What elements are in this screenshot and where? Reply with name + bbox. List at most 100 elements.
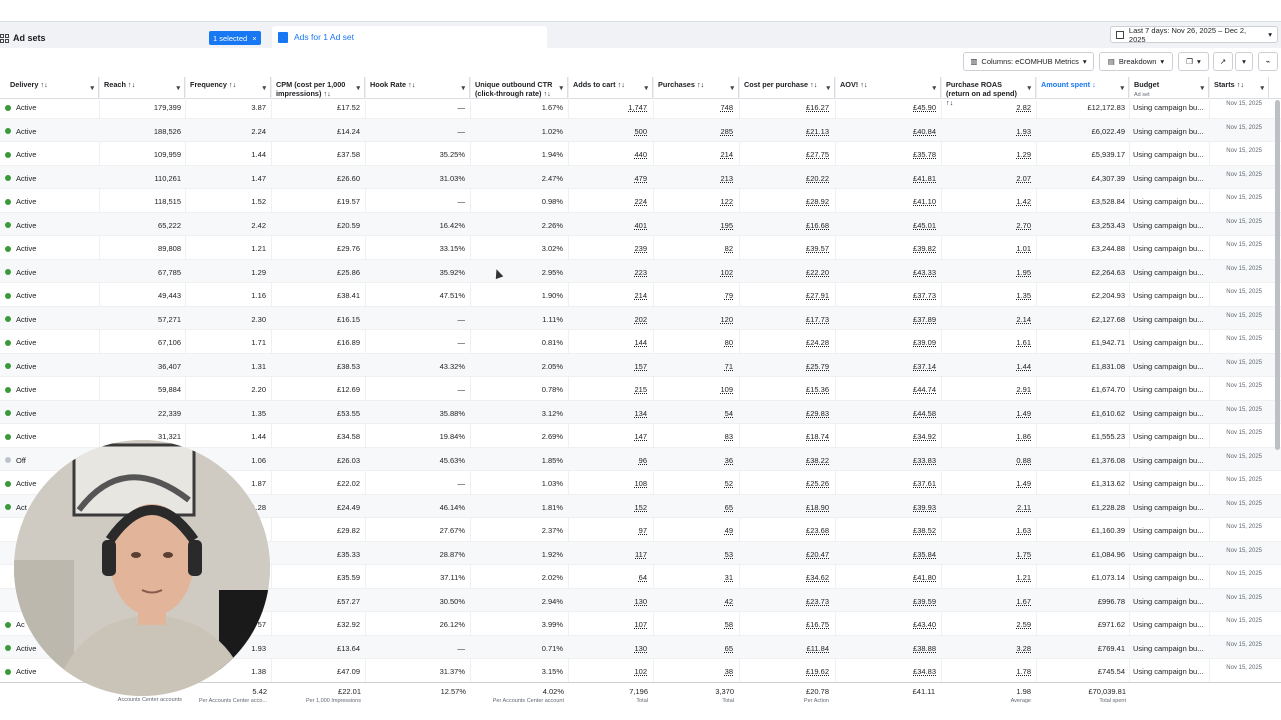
cell-aov[interactable]: £38.52 (913, 526, 936, 535)
table-row[interactable]: Active 118,515 1.52 £19.57 — 0.98% 224 122 £28.9… (0, 189, 1281, 213)
cell-cpp[interactable]: £11.84 (806, 643, 829, 653)
more-button[interactable]: ▾ (1235, 52, 1253, 71)
col-reach[interactable]: Reach ↑↓ ▾ (99, 77, 185, 99)
breakdown-button[interactable]: ▤ Breakdown ▾ (1099, 52, 1173, 71)
cell-aov[interactable]: £44.74 (913, 385, 936, 394)
cell-roas[interactable]: 1.49 (1016, 479, 1031, 488)
cell-atc[interactable]: 224 (634, 197, 647, 206)
cell-roas[interactable]: 2.70 (1016, 220, 1031, 230)
columns-button[interactable]: ▥ Columns: eCOMHUB Metrics ▾ (963, 52, 1094, 71)
table-row[interactable]: £57.27 30.50% 2.94% 130 42 £23.73 £39.59 1.67 £9… (0, 588, 1281, 612)
cell-roas[interactable]: 2.91 (1016, 385, 1031, 394)
col-budget[interactable]: Budget Ad set ▾ (1129, 77, 1209, 99)
cell-atc[interactable]: 117 (635, 549, 647, 559)
table-row[interactable]: Active 179,399 3.87 £17.52 — 1.67% 1,747 748 £16… (0, 95, 1281, 119)
cell-purchases[interactable]: 195 (720, 220, 733, 230)
cell-atc[interactable]: 214 (634, 291, 647, 300)
table-row[interactable]: Active 110,261 1.47 £26.60 31.03% 2.47% 479 213… (0, 165, 1281, 189)
cell-aov[interactable]: £45.90 (913, 103, 936, 112)
cell-atc[interactable]: 130 (634, 596, 647, 606)
cell-atc[interactable]: 134 (634, 408, 647, 418)
cell-purchases[interactable]: 49 (724, 526, 733, 535)
ads-tab[interactable]: Ads for 1 Ad set (272, 26, 547, 48)
cell-cpp[interactable]: £29.83 (806, 408, 829, 418)
col-roas[interactable]: Purchase ROAS (return on ad spend) ↑↓ ▾ (941, 77, 1036, 107)
cell-atc[interactable]: 215 (634, 385, 647, 394)
cell-purchases[interactable]: 83 (724, 432, 733, 441)
cell-aov[interactable]: £39.82 (913, 244, 936, 253)
cell-atc[interactable]: 223 (634, 267, 647, 277)
cell-roas[interactable]: 1.29 (1016, 150, 1031, 159)
col-starts[interactable]: Starts ↑↓ ▾ (1209, 77, 1269, 99)
cell-purchases[interactable]: 52 (724, 479, 733, 488)
table-row[interactable]: Active 188,526 2.24 £14.24 — 1.02% 500 285 £21.1… (0, 118, 1281, 142)
col-amount-spent[interactable]: Amount spent ↓ ▾ (1036, 77, 1129, 99)
cell-roas[interactable]: 1.35 (1016, 291, 1031, 300)
cell-atc[interactable]: 107 (634, 620, 647, 629)
cell-roas[interactable]: 1.49 (1016, 408, 1031, 418)
cell-cpp[interactable]: £19.62 (806, 667, 829, 676)
cell-aov[interactable]: £37.73 (913, 291, 936, 300)
cell-roas[interactable]: 2.14 (1016, 314, 1031, 324)
cell-roas[interactable]: 3.28 (1016, 643, 1031, 653)
cell-atc[interactable]: 440 (634, 150, 647, 159)
cell-roas[interactable]: 2.82 (1016, 103, 1031, 112)
table-row[interactable]: Active 67,106 1.71 £16.89 — 0.81% 144 80 £24.28 £… (0, 330, 1281, 354)
cell-cpp[interactable]: £15.36 (806, 385, 829, 394)
cell-purchases[interactable]: 102 (720, 267, 733, 277)
cell-roas[interactable]: 1.95 (1016, 267, 1031, 277)
col-cpm[interactable]: CPM (cost per 1,000 impressions) ↑↓ ▾ (271, 77, 365, 99)
cell-cpp[interactable]: £16.68 (806, 220, 829, 230)
cell-aov[interactable]: £39.09 (913, 338, 936, 347)
table-row[interactable]: £29.82 27.67% 2.37% 97 49 £23.68 £38.52 1.63 £1,… (0, 518, 1281, 542)
cell-purchases[interactable]: 36 (724, 455, 733, 465)
table-row[interactable]: Active 57,271 2.30 £16.15 — 1.11% 202 120 £17.73… (0, 306, 1281, 330)
cell-roas[interactable]: 1.44 (1016, 361, 1031, 371)
cell-aov[interactable]: £33.83 (913, 455, 936, 465)
cell-roas[interactable]: 1.42 (1016, 197, 1031, 206)
share-button[interactable]: ↗ (1213, 52, 1233, 71)
cell-roas[interactable]: 1.01 (1016, 244, 1031, 253)
cell-cpp[interactable]: £20.22 (806, 173, 829, 183)
cell-cpp[interactable]: £39.57 (806, 244, 829, 253)
export-button[interactable]: ❐ ▾ (1178, 52, 1209, 71)
table-row[interactable]: Active 31,321 1.44 £34.58 19.84% 2.69% 147 83 £1… (0, 424, 1281, 448)
cell-cpp[interactable]: £25.26 (806, 479, 829, 488)
cell-aov[interactable]: £40.84 (913, 126, 936, 136)
cell-roas[interactable]: 1.78 (1016, 667, 1031, 676)
cell-roas[interactable]: 2.11 (1016, 502, 1031, 512)
cell-cpp[interactable]: £21.13 (806, 126, 829, 136)
selected-badge[interactable]: 1 selected × (209, 31, 261, 45)
cell-cpp[interactable]: £38.22 (806, 455, 829, 465)
cell-purchases[interactable]: 748 (720, 103, 733, 112)
cell-roas[interactable]: 1.63 (1016, 526, 1031, 535)
cell-purchases[interactable]: 65 (724, 502, 733, 512)
cell-cpp[interactable]: £23.73 (806, 596, 829, 606)
table-row[interactable]: Off 1.06 £26.03 45.63% 1.85% 96 36 £38.22 £33.83… (0, 447, 1281, 471)
cell-cpp[interactable]: £27.91 (806, 291, 829, 300)
cell-cpp[interactable]: £34.62 (806, 573, 829, 582)
cell-purchases[interactable]: 109 (720, 385, 733, 394)
cell-atc[interactable]: 152 (634, 502, 647, 512)
cell-cpp[interactable]: £25.79 (806, 361, 829, 371)
cell-aov[interactable]: £39.93 (913, 502, 936, 512)
cell-atc[interactable]: 97 (638, 526, 647, 535)
cell-roas[interactable]: 1.75 (1016, 549, 1031, 559)
cell-roas[interactable]: 1.21 (1016, 573, 1031, 582)
cell-cpp[interactable]: £24.28 (806, 338, 829, 347)
cell-aov[interactable]: £41.80 (913, 573, 936, 582)
cell-atc[interactable]: 157 (634, 361, 647, 371)
cell-roas[interactable]: 1.93 (1016, 126, 1031, 136)
cell-aov[interactable]: £34.83 (913, 667, 936, 676)
col-ctr[interactable]: Unique outbound CTR (click-through rate)… (470, 77, 568, 99)
cell-purchases[interactable]: 82 (724, 244, 733, 253)
cell-aov[interactable]: £35.78 (913, 150, 936, 159)
cell-roas[interactable]: 2.07 (1016, 173, 1031, 183)
cell-atc[interactable]: 1,747 (628, 103, 647, 112)
table-row[interactable]: Active 36,407 1.31 £38.53 43.32% 2.05% 157 71 £2… (0, 353, 1281, 377)
cell-purchases[interactable]: 120 (720, 314, 733, 324)
cell-aov[interactable]: £43.40 (913, 620, 936, 629)
col-cost-per-purchase[interactable]: Cost per purchase ↑↓ ▾ (739, 77, 835, 99)
cell-purchases[interactable]: 79 (724, 291, 733, 300)
cell-aov[interactable]: £38.88 (913, 643, 936, 653)
